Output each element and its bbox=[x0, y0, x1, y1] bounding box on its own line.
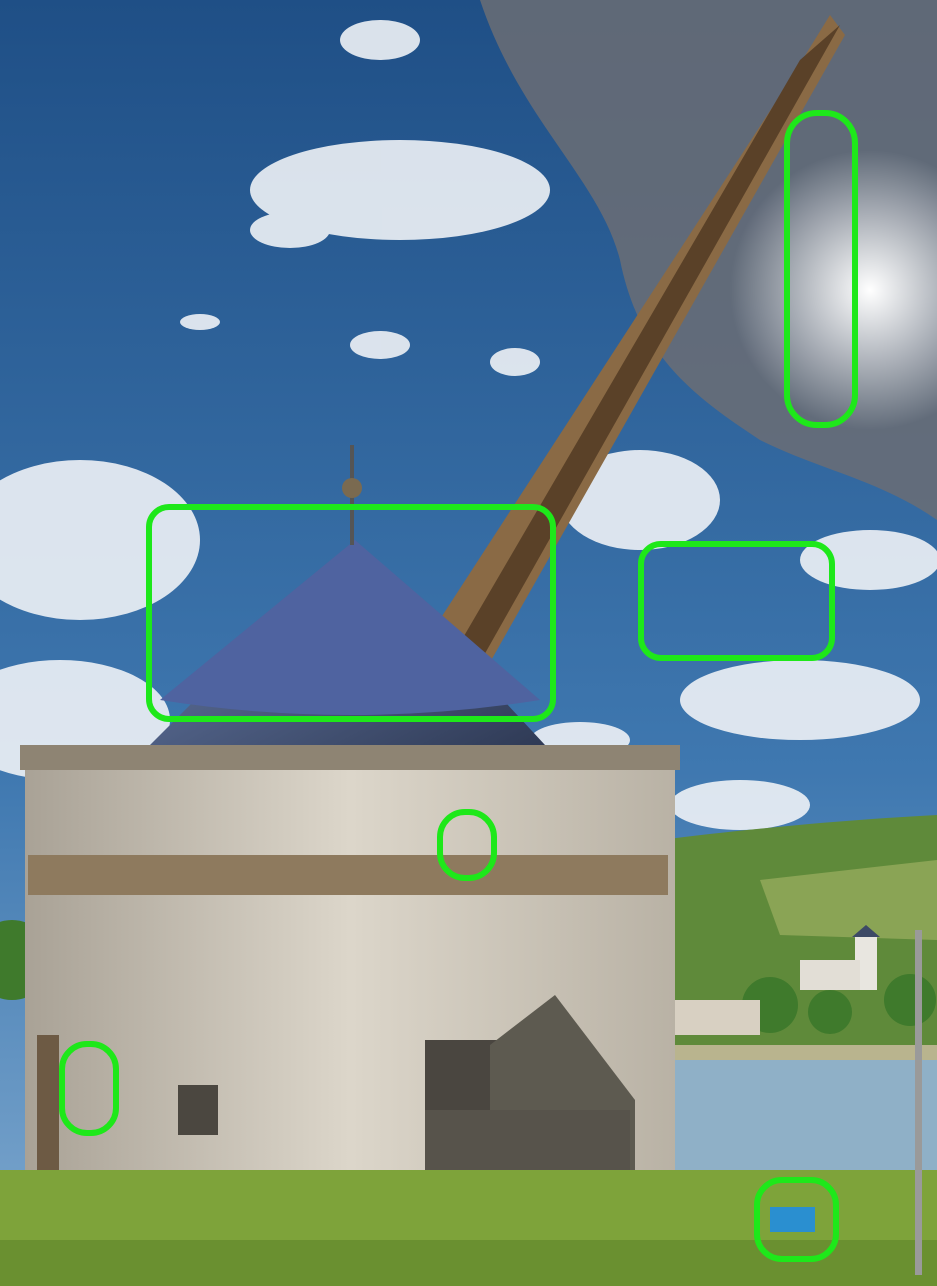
highlight-box bbox=[437, 809, 497, 881]
highlight-box bbox=[754, 1177, 839, 1262]
annotations bbox=[59, 110, 858, 1262]
highlight-box bbox=[146, 504, 556, 722]
highlight-box bbox=[638, 541, 835, 661]
highlight-box bbox=[784, 110, 858, 428]
highlight-box bbox=[59, 1041, 119, 1136]
